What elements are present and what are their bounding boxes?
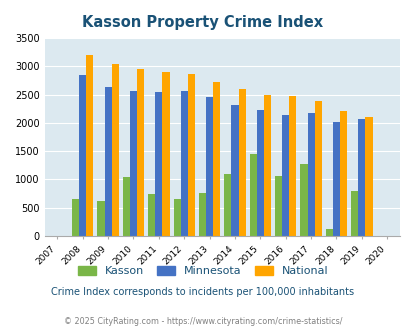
Bar <box>263 94 271 236</box>
Bar <box>281 115 288 236</box>
Bar <box>357 119 364 236</box>
Bar <box>155 92 162 236</box>
Bar <box>238 89 245 236</box>
Bar <box>72 199 79 236</box>
Bar <box>130 90 136 236</box>
Bar <box>325 229 332 236</box>
Bar <box>256 110 263 236</box>
Bar <box>148 193 155 236</box>
Bar <box>104 86 111 236</box>
Bar <box>300 164 307 236</box>
Bar <box>307 113 314 236</box>
Bar <box>339 111 346 236</box>
Bar <box>231 105 238 236</box>
Bar <box>205 97 213 236</box>
Bar <box>224 174 231 236</box>
Bar <box>97 201 104 236</box>
Bar <box>364 116 371 236</box>
Bar <box>350 191 357 236</box>
Bar <box>198 193 205 236</box>
Text: © 2025 CityRating.com - https://www.cityrating.com/crime-statistics/: © 2025 CityRating.com - https://www.city… <box>64 317 341 326</box>
Bar <box>79 75 86 236</box>
Legend: Kasson, Minnesota, National: Kasson, Minnesota, National <box>73 261 332 280</box>
Bar <box>332 122 339 236</box>
Bar <box>162 72 169 236</box>
Bar <box>249 154 256 236</box>
Text: Crime Index corresponds to incidents per 100,000 inhabitants: Crime Index corresponds to incidents per… <box>51 287 354 297</box>
Bar <box>137 69 144 236</box>
Bar <box>187 74 194 236</box>
Bar <box>86 55 93 236</box>
Bar <box>173 199 180 236</box>
Bar <box>122 177 130 236</box>
Text: Kasson Property Crime Index: Kasson Property Crime Index <box>82 15 323 30</box>
Bar <box>213 82 220 236</box>
Bar <box>274 176 281 236</box>
Bar <box>180 90 187 236</box>
Bar <box>288 96 296 236</box>
Bar <box>314 101 321 236</box>
Bar <box>111 64 118 236</box>
